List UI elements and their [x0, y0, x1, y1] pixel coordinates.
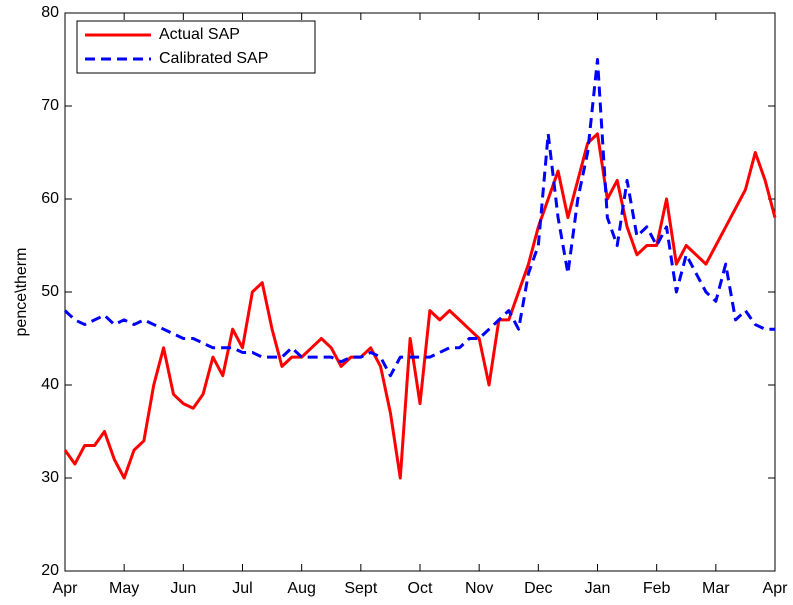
x-tick-label: Feb — [643, 580, 671, 597]
x-tick-label: May — [109, 580, 139, 597]
x-tick-label: Apr — [53, 580, 79, 597]
y-tick-label: 40 — [41, 376, 59, 393]
legend-box — [76, 20, 316, 74]
y-tick-label: 60 — [41, 190, 59, 207]
legend-label: Calibrated SAP — [159, 50, 268, 67]
y-tick-label: 80 — [41, 4, 59, 21]
x-tick-label: Nov — [465, 580, 493, 597]
y-tick-label: 30 — [41, 469, 59, 486]
series-line — [63, 58, 775, 378]
y-tick-label: 50 — [41, 283, 59, 300]
x-tick-label: Apr — [763, 580, 789, 597]
x-tick-label: Mar — [702, 580, 730, 597]
x-tick-label: Jul — [232, 580, 252, 597]
y-tick-label: 20 — [41, 562, 59, 579]
x-tick-label: Jan — [585, 580, 611, 597]
plot-frame — [64, 12, 776, 572]
series-line — [63, 132, 777, 480]
y-axis-label: pence\therm — [13, 248, 30, 337]
y-tick-label: 70 — [41, 97, 59, 114]
x-tick-label: Oct — [408, 580, 433, 597]
x-tick-label: Sept — [344, 580, 377, 597]
legend-label: Actual SAP — [159, 26, 240, 43]
x-tick-label: Aug — [287, 580, 315, 597]
x-tick-label: Jun — [170, 580, 196, 597]
x-tick-label: Dec — [524, 580, 552, 597]
